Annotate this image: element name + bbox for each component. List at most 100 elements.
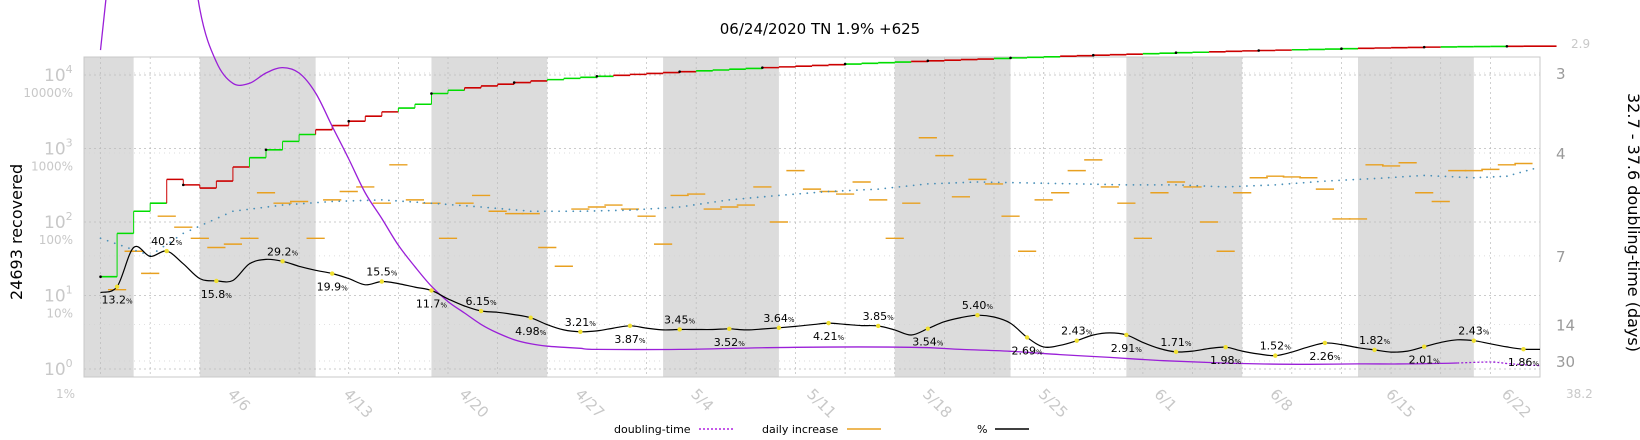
x-tick: 6/1 [1151, 385, 1181, 415]
percent-label: 3.87% [614, 333, 646, 346]
percent-point [578, 329, 583, 334]
trend-dot [444, 203, 447, 206]
trend-dot [1238, 185, 1241, 188]
trend-dot [565, 210, 568, 213]
shaded-week-1 [199, 57, 316, 377]
recovered-point [1009, 56, 1012, 60]
x-tick: 6/8 [1266, 385, 1296, 415]
trend-dot [856, 189, 858, 192]
trend-dot [295, 203, 298, 205]
trend-dot [962, 181, 965, 184]
trend-dot [1033, 182, 1036, 184]
y-tick-left: 103 [44, 137, 73, 160]
x-corner-left: 1% [56, 387, 75, 401]
trend-dot [1430, 174, 1433, 177]
y-tick-left: 101 [44, 284, 73, 307]
trend-dot [1260, 184, 1262, 187]
trend-dot [451, 203, 454, 206]
trend-dot [1373, 177, 1376, 180]
percent-point [114, 284, 120, 289]
percent-point [826, 320, 831, 326]
trend-dot [1331, 179, 1333, 182]
trend-dot [1309, 181, 1312, 184]
y-axis-right-label: 32.7 - 37.6 doubling-time (days) [1624, 93, 1640, 352]
y-right-bottom: 38.2 [1566, 387, 1593, 401]
trend-dot [785, 193, 787, 196]
trend-dot [551, 210, 553, 213]
trend-dot [106, 239, 109, 242]
percent-point [429, 288, 434, 293]
trend-dot [1274, 183, 1277, 186]
percent-series [100, 245, 1541, 357]
trend-dot [600, 209, 603, 212]
trend-dot [373, 199, 376, 202]
trend-dot [700, 203, 702, 205]
trend-dot [926, 182, 929, 185]
trend-dot [714, 201, 716, 203]
shaded-week-0 [84, 57, 134, 377]
percent-point [677, 327, 682, 332]
percent-point [975, 312, 980, 318]
legend-label-daily: daily increase [762, 423, 838, 436]
shaded-week-5 [1126, 57, 1243, 377]
trend-dot [657, 207, 660, 210]
legend-label-doubling: doubling-time [614, 423, 691, 436]
trend-dot [1246, 185, 1248, 187]
recovered-point [1505, 44, 1509, 48]
trend-dot [536, 210, 539, 213]
trend-dot [416, 201, 419, 204]
percent-label: 3.21% [565, 316, 597, 329]
x-tick: 4/6 [224, 385, 254, 415]
trend-dot [494, 207, 497, 210]
trend-dot [1168, 183, 1170, 186]
trend-dot [1082, 183, 1085, 185]
trend-dot [1153, 183, 1156, 186]
trend-dot [1380, 177, 1383, 180]
trend-dot [1451, 175, 1454, 178]
trend-dot [1512, 173, 1515, 176]
trend-dot [366, 199, 369, 202]
recovered-point [1257, 49, 1261, 52]
legend-label-percent: % [977, 423, 987, 436]
y-tick-left: 104 [44, 63, 73, 86]
trend-dot [1458, 176, 1461, 178]
trend-dot [955, 181, 958, 184]
trend-dot [707, 202, 709, 204]
trend-dot [1366, 178, 1369, 180]
trend-dot [1316, 180, 1319, 183]
x-tick: 5/25 [1035, 385, 1072, 422]
trend-dot [1224, 186, 1227, 188]
trend-dot [558, 210, 560, 213]
percent-label: 29.2% [267, 245, 299, 258]
y-axis-left-label: 24693 recovered [7, 164, 26, 300]
trend-dot [1281, 183, 1284, 186]
trend-dot [281, 204, 284, 206]
trend-dot [1359, 178, 1362, 181]
percent-point [164, 248, 169, 254]
trend-dot [919, 183, 922, 186]
trend-dot [1189, 184, 1192, 187]
trend-dot [1465, 176, 1468, 179]
trend-dot [324, 201, 326, 203]
trend-dot [480, 206, 482, 208]
trend-dot [1338, 179, 1340, 182]
y-tick-right: 14 [1556, 316, 1575, 334]
trend-dot [423, 201, 426, 204]
y-tick-left-pct: 100% [39, 233, 73, 247]
recovered-point [512, 81, 516, 84]
trend-dot [572, 210, 575, 213]
trend-dot [636, 208, 638, 211]
recovered-point [843, 62, 847, 66]
trend-dot [877, 188, 880, 191]
percent-point [925, 326, 931, 331]
percent-label: 4.21% [813, 330, 845, 343]
percent-label: 3.45% [664, 313, 696, 326]
trend-dot [976, 181, 979, 183]
trend-dot [1217, 185, 1220, 188]
trend-dot [990, 181, 993, 184]
trend-dot [1519, 171, 1522, 174]
doubling-time-line [99, 0, 1458, 365]
weekend-shading [84, 57, 1474, 377]
trend-dot [1288, 182, 1291, 185]
percent-label: 15.5% [366, 266, 398, 279]
